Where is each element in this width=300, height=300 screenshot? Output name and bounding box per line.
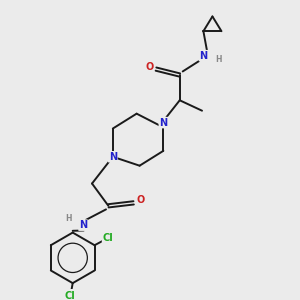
Text: O: O — [145, 62, 154, 72]
Text: N: N — [159, 118, 167, 128]
Text: N: N — [109, 152, 117, 162]
Text: Cl: Cl — [103, 233, 113, 243]
Text: O: O — [137, 195, 145, 205]
Text: H: H — [66, 214, 72, 223]
Text: N: N — [200, 51, 208, 61]
Text: H: H — [215, 55, 222, 64]
Text: Cl: Cl — [65, 291, 76, 300]
Text: N: N — [79, 220, 87, 230]
